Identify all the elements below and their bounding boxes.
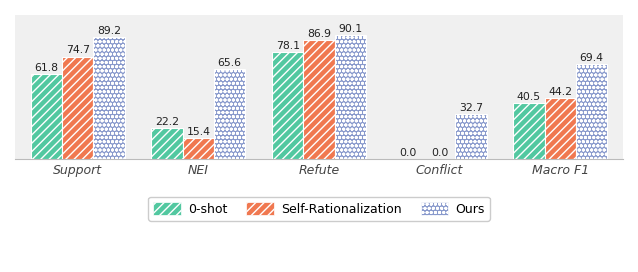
Bar	[182, 138, 214, 159]
Text: 0.0: 0.0	[431, 148, 449, 158]
Legend: 0-shot, Self-Rationalization, Ours: 0-shot, Self-Rationalization, Ours	[148, 197, 490, 221]
Text: 65.6: 65.6	[218, 58, 242, 68]
Bar	[31, 74, 62, 159]
Bar	[303, 40, 335, 159]
Text: 61.8: 61.8	[34, 63, 58, 73]
Bar	[62, 57, 93, 159]
Bar	[151, 128, 182, 159]
Text: 0.0: 0.0	[399, 148, 417, 158]
Text: 32.7: 32.7	[459, 103, 483, 113]
Text: 89.2: 89.2	[97, 26, 121, 36]
Bar	[93, 37, 125, 159]
Text: 86.9: 86.9	[307, 29, 331, 39]
Bar	[576, 64, 607, 159]
Text: 44.2: 44.2	[548, 87, 572, 97]
Bar	[214, 69, 246, 159]
Bar	[513, 103, 545, 159]
Bar	[545, 98, 576, 159]
Text: 74.7: 74.7	[66, 45, 90, 55]
Bar	[335, 35, 366, 159]
Text: 78.1: 78.1	[276, 41, 300, 51]
Text: 40.5: 40.5	[517, 92, 541, 102]
Text: 15.4: 15.4	[186, 127, 211, 137]
Bar	[272, 52, 303, 159]
Text: 90.1: 90.1	[338, 24, 362, 34]
Text: 22.2: 22.2	[155, 118, 179, 127]
Bar	[456, 114, 487, 159]
Text: 69.4: 69.4	[580, 53, 604, 63]
